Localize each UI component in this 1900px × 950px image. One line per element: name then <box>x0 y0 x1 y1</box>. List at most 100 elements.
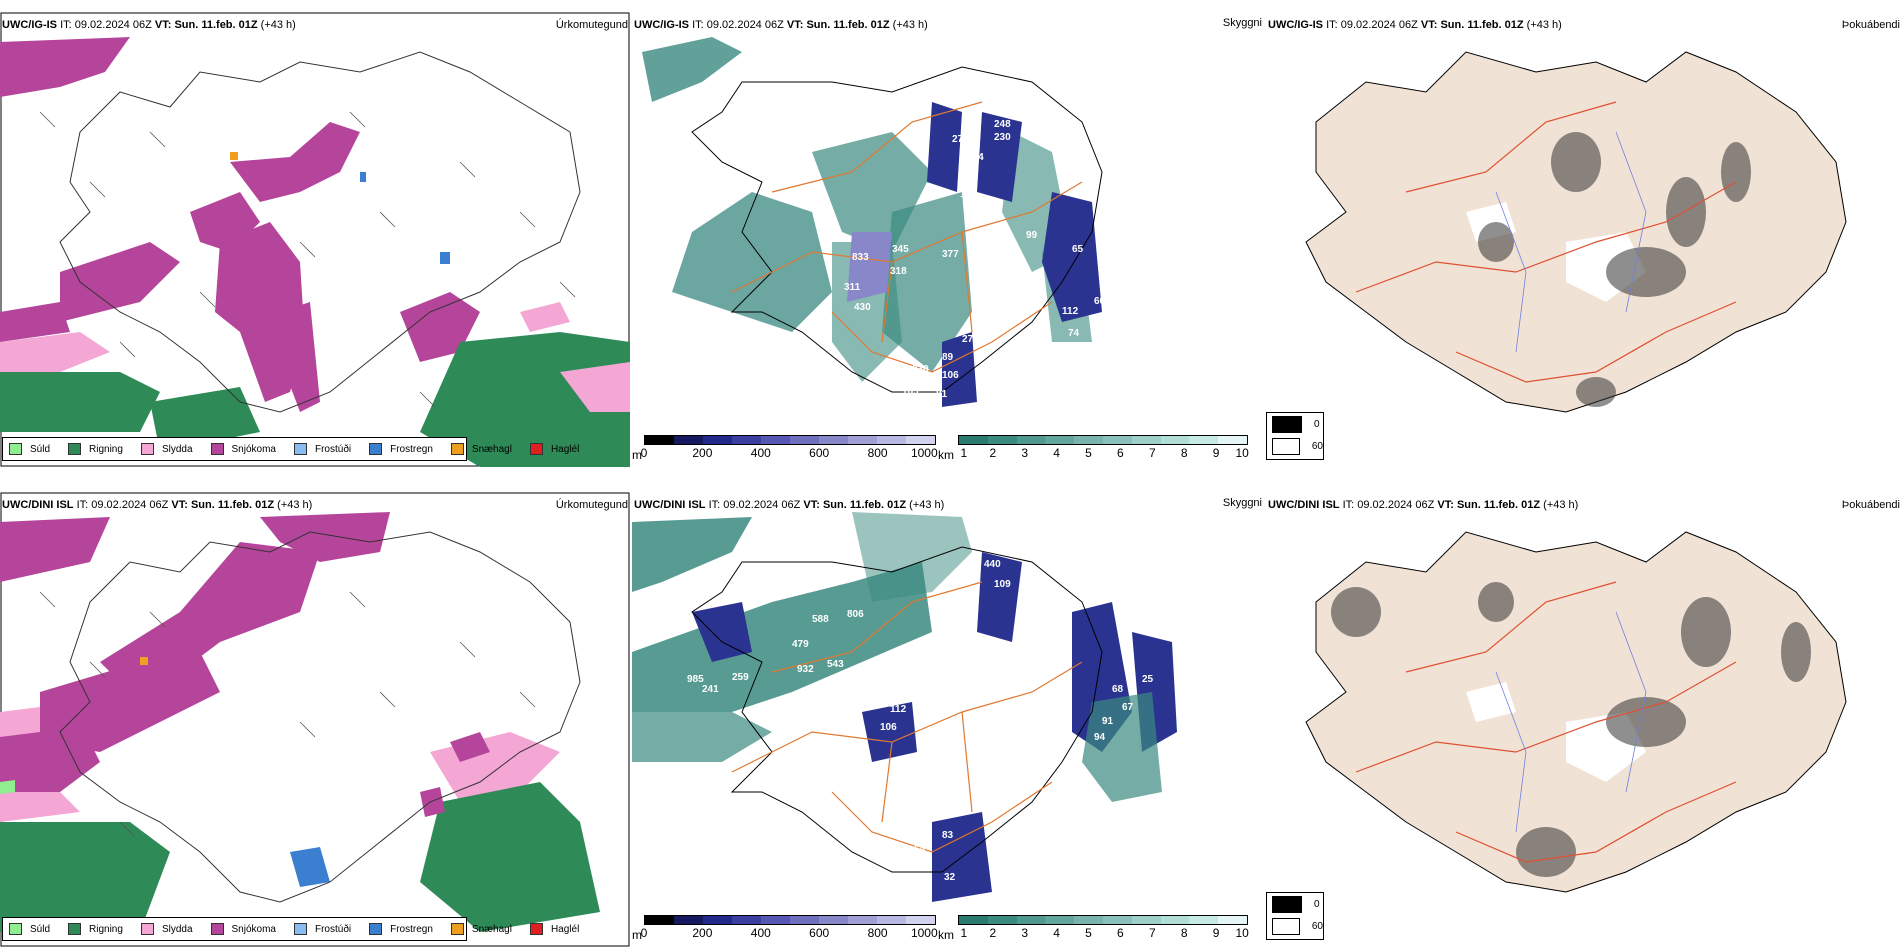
vis-label: 479 <box>792 639 809 650</box>
scale-cells <box>958 915 1248 925</box>
fog-legend: 0 60 <box>1266 892 1324 940</box>
scale-tick: 800 <box>867 446 888 460</box>
panel-title: Úrkomutegund <box>555 499 628 511</box>
vis-label: 67 <box>1122 702 1134 713</box>
legend-item-rigning: Rigning <box>68 923 123 935</box>
vis-label: 200 <box>974 198 991 209</box>
vis-label: 94 <box>1094 732 1106 743</box>
legend-item-frostudi: Frostúði <box>293 923 351 935</box>
legend-swatch <box>529 923 543 935</box>
legend-item-snjokoma: Snjókoma <box>210 443 276 455</box>
scale-cells <box>644 435 936 445</box>
scale-tick: 1000 <box>910 926 938 940</box>
scale-tick: 600 <box>809 446 830 460</box>
scale-unit: m <box>632 448 642 462</box>
scale-cells <box>958 435 1248 445</box>
visibility-map-row2: 588 806 479 932 543 985 259 241 112 106 … <box>632 512 1177 902</box>
visibility-panel-row1: 833 345 318 311 430 377 277 248 230 204 … <box>632 12 1264 467</box>
fog-index-panel-row2: UWC/DINI ISL IT: 09.02.2024 06Z VT: Sun.… <box>1266 492 1900 947</box>
legend-swatch <box>140 923 154 935</box>
precip-legend: Súld Rigning Slydda Snjókoma Frostúði Fr… <box>2 437 579 461</box>
vis-label: 60 <box>1094 296 1106 307</box>
scale-tick: 400 <box>750 926 771 940</box>
scale-tick: 6 <box>1117 926 1124 940</box>
vis-label: 106 <box>880 722 897 733</box>
legend-swatch <box>450 443 464 455</box>
legend-swatch <box>9 443 22 455</box>
vis-label: 120 <box>758 82 775 93</box>
panel-header: UWC/DINI ISL IT: 09.02.2024 06Z VT: Sun.… <box>1268 499 1579 511</box>
scale-cells <box>644 915 936 925</box>
fog-swatch <box>1272 917 1300 935</box>
legend-swatch <box>68 443 82 455</box>
vis-label: 259 <box>732 672 749 683</box>
vis-label: 324 <box>1122 844 1139 855</box>
fog-map-row1 <box>1305 51 1847 413</box>
legend-item-frostregn: Frostregn <box>369 923 433 935</box>
scale-tick: 1 <box>960 926 968 940</box>
legend-swatch <box>369 923 383 935</box>
vis-label: 91 <box>1102 716 1114 727</box>
vis-label: 59 <box>1120 266 1132 277</box>
scale-tick: 4 <box>1053 926 1060 940</box>
scale-tick: 1 <box>960 446 968 460</box>
scale-tick: 3 <box>1021 926 1029 940</box>
vis-label: 430 <box>854 302 871 313</box>
vis-label: 25 <box>1142 674 1154 685</box>
scale-tick: 7 <box>1148 446 1156 460</box>
scale-tick: 10 <box>1235 446 1249 460</box>
fog-swatch <box>1272 437 1300 455</box>
fog-swatch <box>1272 415 1302 433</box>
scale-unit: km <box>938 448 954 462</box>
panel-header: UWC/DINI ISL IT: 09.02.2024 06Z VT: Sun.… <box>634 499 945 511</box>
vis-scale-km: 1 2 3 4 5 6 7 8 9 10 <box>958 435 1249 460</box>
scale-tick: 5 <box>1085 446 1092 460</box>
legend-item-snaehagl: Snæhagl <box>450 923 512 935</box>
legend-swatch <box>293 923 307 935</box>
scale-tick: 200 <box>692 446 713 460</box>
precip-map-row1 <box>0 12 630 467</box>
precip-type-panel-row1: UWC/IG-IS IT: 09.02.2024 06Z VT: Sun. 11… <box>0 12 630 467</box>
vis-label: 83 <box>942 830 954 841</box>
scale-tick: 400 <box>750 446 771 460</box>
vis-label: 102 <box>1052 652 1069 663</box>
vis-label: 377 <box>942 249 959 260</box>
vis-label: 106 <box>942 370 959 381</box>
scale-tick: 1000 <box>910 446 938 460</box>
vis-label: 278 <box>962 334 979 345</box>
panel-header: UWC/IG-IS IT: 09.02.2024 06Z VT: Sun. 11… <box>634 19 928 31</box>
panel-header: UWC/IG-IS IT: 09.02.2024 06Z VT: Sun. 11… <box>2 19 296 31</box>
scale-unit: m <box>632 928 642 942</box>
vis-label: 68 <box>1112 684 1124 695</box>
vis-label: 140 <box>1052 634 1069 645</box>
vis-label: 79 <box>1062 764 1074 775</box>
vis-label: 230 <box>994 132 1011 143</box>
vis-label: 311 <box>844 282 861 293</box>
vis-label: 79 <box>1107 282 1119 293</box>
scale-tick: 2 <box>989 926 997 940</box>
legend-swatch <box>9 923 22 935</box>
vis-label: 806 <box>847 609 864 620</box>
legend-swatch <box>68 923 82 935</box>
vis-label: 440 <box>984 559 1001 570</box>
legend-swatch <box>293 443 307 455</box>
legend-swatch <box>210 443 224 455</box>
vis-label: 74 <box>1068 328 1080 339</box>
vis-label: 833 <box>852 252 869 263</box>
scale-tick: 2 <box>989 446 997 460</box>
vis-label: 204 <box>967 152 984 163</box>
legend-item-slydda: Slydda <box>140 923 193 935</box>
panel-title: Skyggni <box>1222 497 1262 509</box>
scale-tick: 3 <box>1021 446 1029 460</box>
vis-label: 230 <box>912 364 929 375</box>
scale-tick: 7 <box>1148 926 1156 940</box>
legend-swatch <box>450 923 464 935</box>
scale-tick: 8 <box>1180 926 1188 940</box>
vis-label: 32 <box>944 872 956 883</box>
vis-label: 241 <box>702 684 719 695</box>
panel-title: Þokuábendi <box>1841 499 1900 511</box>
vis-label: 121 <box>758 542 775 553</box>
vis-scale-km: 1 2 3 4 5 6 7 8 9 10 <box>958 915 1249 940</box>
vis-label: 318 <box>890 266 907 277</box>
vis-label: 345 <box>892 244 909 255</box>
